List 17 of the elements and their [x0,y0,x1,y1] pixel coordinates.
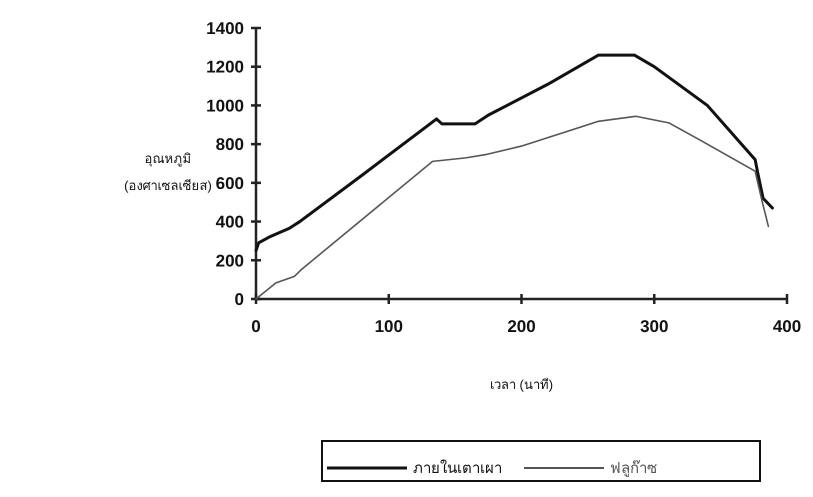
text: ภายในเตาเผา [413,459,502,477]
x-axis-title: เวลา (นาที) [490,377,554,392]
x-tick-label: 0 [251,317,261,336]
y-axis-title: อุณหภูมิ (องศาเซลเซียส) [124,151,212,193]
x-tick-label: 100 [374,317,403,336]
y-tick-label: 600 [216,174,244,193]
y-tick-label: 1200 [206,58,244,77]
x-tick-label: 300 [640,317,668,336]
x-tick-label: 200 [507,317,536,336]
y-tick-label: 1400 [206,19,244,38]
y-tick-label: 0 [234,290,244,309]
y-tick-label: 800 [216,135,244,154]
y-tick-label: 1000 [206,96,244,116]
y-tick-label: 200 [216,251,244,270]
text: ฟลูก๊าซ [610,460,657,477]
x-tick-label: 400 [772,317,802,336]
y-tick-label: 400 [216,212,244,232]
